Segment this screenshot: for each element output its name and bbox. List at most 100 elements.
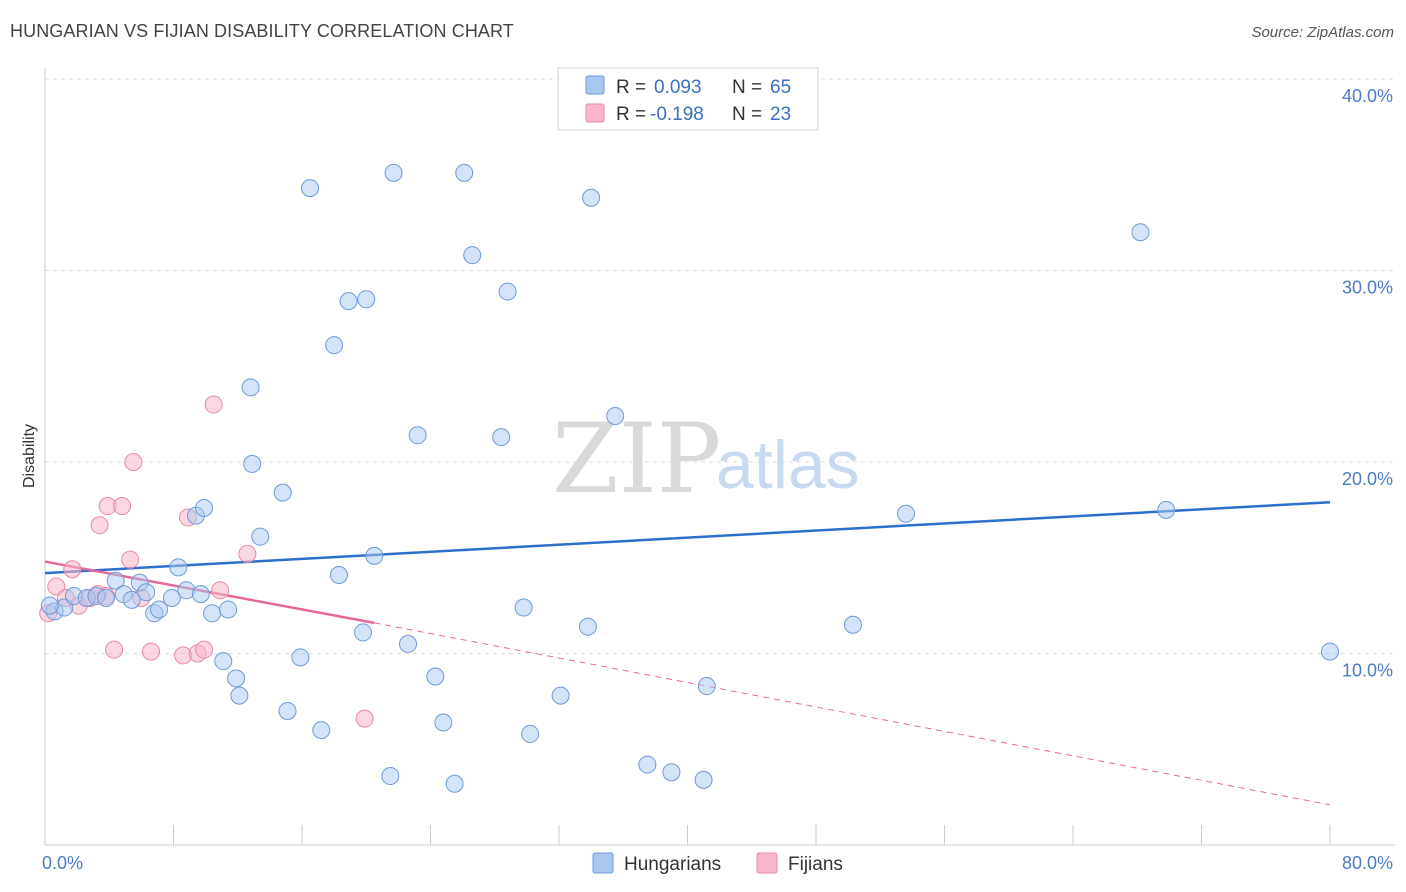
hungarians-point-59 xyxy=(896,504,915,523)
watermark: ZIP atlas xyxy=(552,403,860,515)
hungarians-point-54 xyxy=(638,755,657,774)
watermark-atlas: atlas xyxy=(716,427,860,503)
hungarians-point-21 xyxy=(227,669,246,688)
hungarians-point-57 xyxy=(697,677,716,696)
fijians-trend-extension xyxy=(374,622,1331,806)
hungarians-point-24 xyxy=(243,454,262,473)
fijians-point-23 xyxy=(355,709,374,728)
hungarians-point-22 xyxy=(230,686,249,705)
hungarians-point-62 xyxy=(1321,642,1339,661)
trend-lines xyxy=(44,500,1331,806)
series-legend: Hungarians Fijians xyxy=(592,852,843,875)
x-tick-label-1: 80.0% xyxy=(1342,853,1393,873)
series-legend-swatch-hungarians xyxy=(592,852,614,874)
grid-lines xyxy=(45,78,1395,654)
fijians-point-22 xyxy=(238,544,257,563)
y-tick-label-1: 20.0% xyxy=(1342,469,1393,489)
hungarians-point-45 xyxy=(463,246,482,265)
hungarians-point-23 xyxy=(241,378,260,397)
hungarians-point-34 xyxy=(357,290,376,309)
hungarians-point-8 xyxy=(122,590,141,609)
legend-swatch-hungarians xyxy=(585,75,605,95)
hungarians-point-37 xyxy=(381,767,400,786)
chart-source: Source: ZipAtlas.com xyxy=(1251,24,1394,41)
y-tick-label-2: 30.0% xyxy=(1342,278,1393,298)
hungarians-point-50 xyxy=(551,686,570,705)
y-tick-label-0: 10.0% xyxy=(1342,661,1393,681)
hungarians-point-43 xyxy=(445,774,464,793)
hungarians-point-44 xyxy=(455,163,474,182)
fijians-point-11 xyxy=(113,497,132,516)
hungarians-point-31 xyxy=(325,336,344,355)
hungarians-point-26 xyxy=(273,483,292,502)
fijians-points xyxy=(39,395,374,728)
y-tick-label-3: 40.0% xyxy=(1342,86,1393,106)
hungarians-point-39 xyxy=(399,634,418,653)
hungarians-point-48 xyxy=(514,598,533,617)
hungarians-point-42 xyxy=(434,713,453,732)
hungarians-point-29 xyxy=(301,179,320,198)
series-legend-fijians: Fijians xyxy=(788,854,843,875)
legend-n-value-2: 23 xyxy=(770,104,791,125)
fijians-point-1 xyxy=(47,577,66,596)
legend-n-label-1: N = xyxy=(732,77,762,98)
hungarians-point-41 xyxy=(426,667,445,686)
hungarians-point-28 xyxy=(291,648,310,667)
fijians-point-19 xyxy=(195,640,214,659)
legend-r-label-1: R = xyxy=(616,77,646,98)
chart-title: HUNGARIAN VS FIJIAN DISABILITY CORRELATI… xyxy=(10,21,514,41)
hungarians-point-58 xyxy=(843,615,862,634)
legend-r-label-2: R = xyxy=(616,104,646,125)
hungarians-point-38 xyxy=(384,163,403,182)
hungarians-point-14 xyxy=(169,558,188,577)
tick-labels: 10.0% 20.0% 30.0% 40.0% 0.0% 80.0% xyxy=(42,86,1393,873)
hungarians-point-13 xyxy=(162,588,181,607)
fijians-trend-line xyxy=(44,560,375,625)
hungarians-point-35 xyxy=(354,623,373,642)
hungarians-point-60 xyxy=(1131,223,1150,242)
hungarians-point-55 xyxy=(662,763,681,782)
fijians-point-13 xyxy=(124,453,143,471)
hungarians-point-30 xyxy=(312,721,331,740)
x-tick-label-0: 0.0% xyxy=(42,853,83,873)
hungarians-point-49 xyxy=(521,724,540,743)
fijians-point-3 xyxy=(63,560,82,579)
hungarians-point-12 xyxy=(150,600,169,619)
fijians-point-10 xyxy=(105,640,124,659)
hungarians-point-36 xyxy=(365,546,384,565)
hungarians-point-47 xyxy=(498,282,517,301)
hungarians-point-56 xyxy=(694,770,713,789)
hungarians-point-10 xyxy=(137,583,156,602)
fijians-point-12 xyxy=(121,550,140,569)
hungarians-point-20 xyxy=(219,600,238,619)
hungarians-trend-line xyxy=(44,500,1331,575)
legend-n-label-2: N = xyxy=(732,104,762,125)
fijians-point-20 xyxy=(204,395,223,414)
fijians-point-15 xyxy=(142,642,161,661)
hungarians-point-32 xyxy=(329,565,348,584)
legend-swatch-fijians xyxy=(585,103,605,123)
y-axis-label: Disability xyxy=(21,424,38,488)
series-legend-swatch-fijians xyxy=(756,852,778,874)
stats-legend: R = 0.093 N = 65 R = -0.198 N = 23 xyxy=(557,67,819,131)
hungarians-point-52 xyxy=(582,188,601,207)
watermark-zip: ZIP xyxy=(552,403,721,515)
hungarians-point-25 xyxy=(251,527,270,546)
hungarians-point-51 xyxy=(578,617,597,636)
fijians-point-21 xyxy=(211,581,230,600)
hungarians-point-6 xyxy=(106,571,125,590)
axes xyxy=(44,68,1395,846)
hungarians-point-27 xyxy=(278,701,297,720)
hungarians-point-19 xyxy=(214,652,233,671)
hungarians-point-33 xyxy=(339,292,358,311)
hungarians-point-5 xyxy=(97,588,116,607)
hungarians-point-61 xyxy=(1157,500,1176,519)
hungarians-point-63 xyxy=(40,596,59,615)
series-legend-hungarians: Hungarians xyxy=(624,854,721,875)
hungarians-point-46 xyxy=(492,428,511,447)
hungarians-point-18 xyxy=(203,604,222,623)
hungarians-points xyxy=(40,163,1339,793)
fijians-point-7 xyxy=(90,516,109,535)
hungarians-point-53 xyxy=(606,407,625,426)
